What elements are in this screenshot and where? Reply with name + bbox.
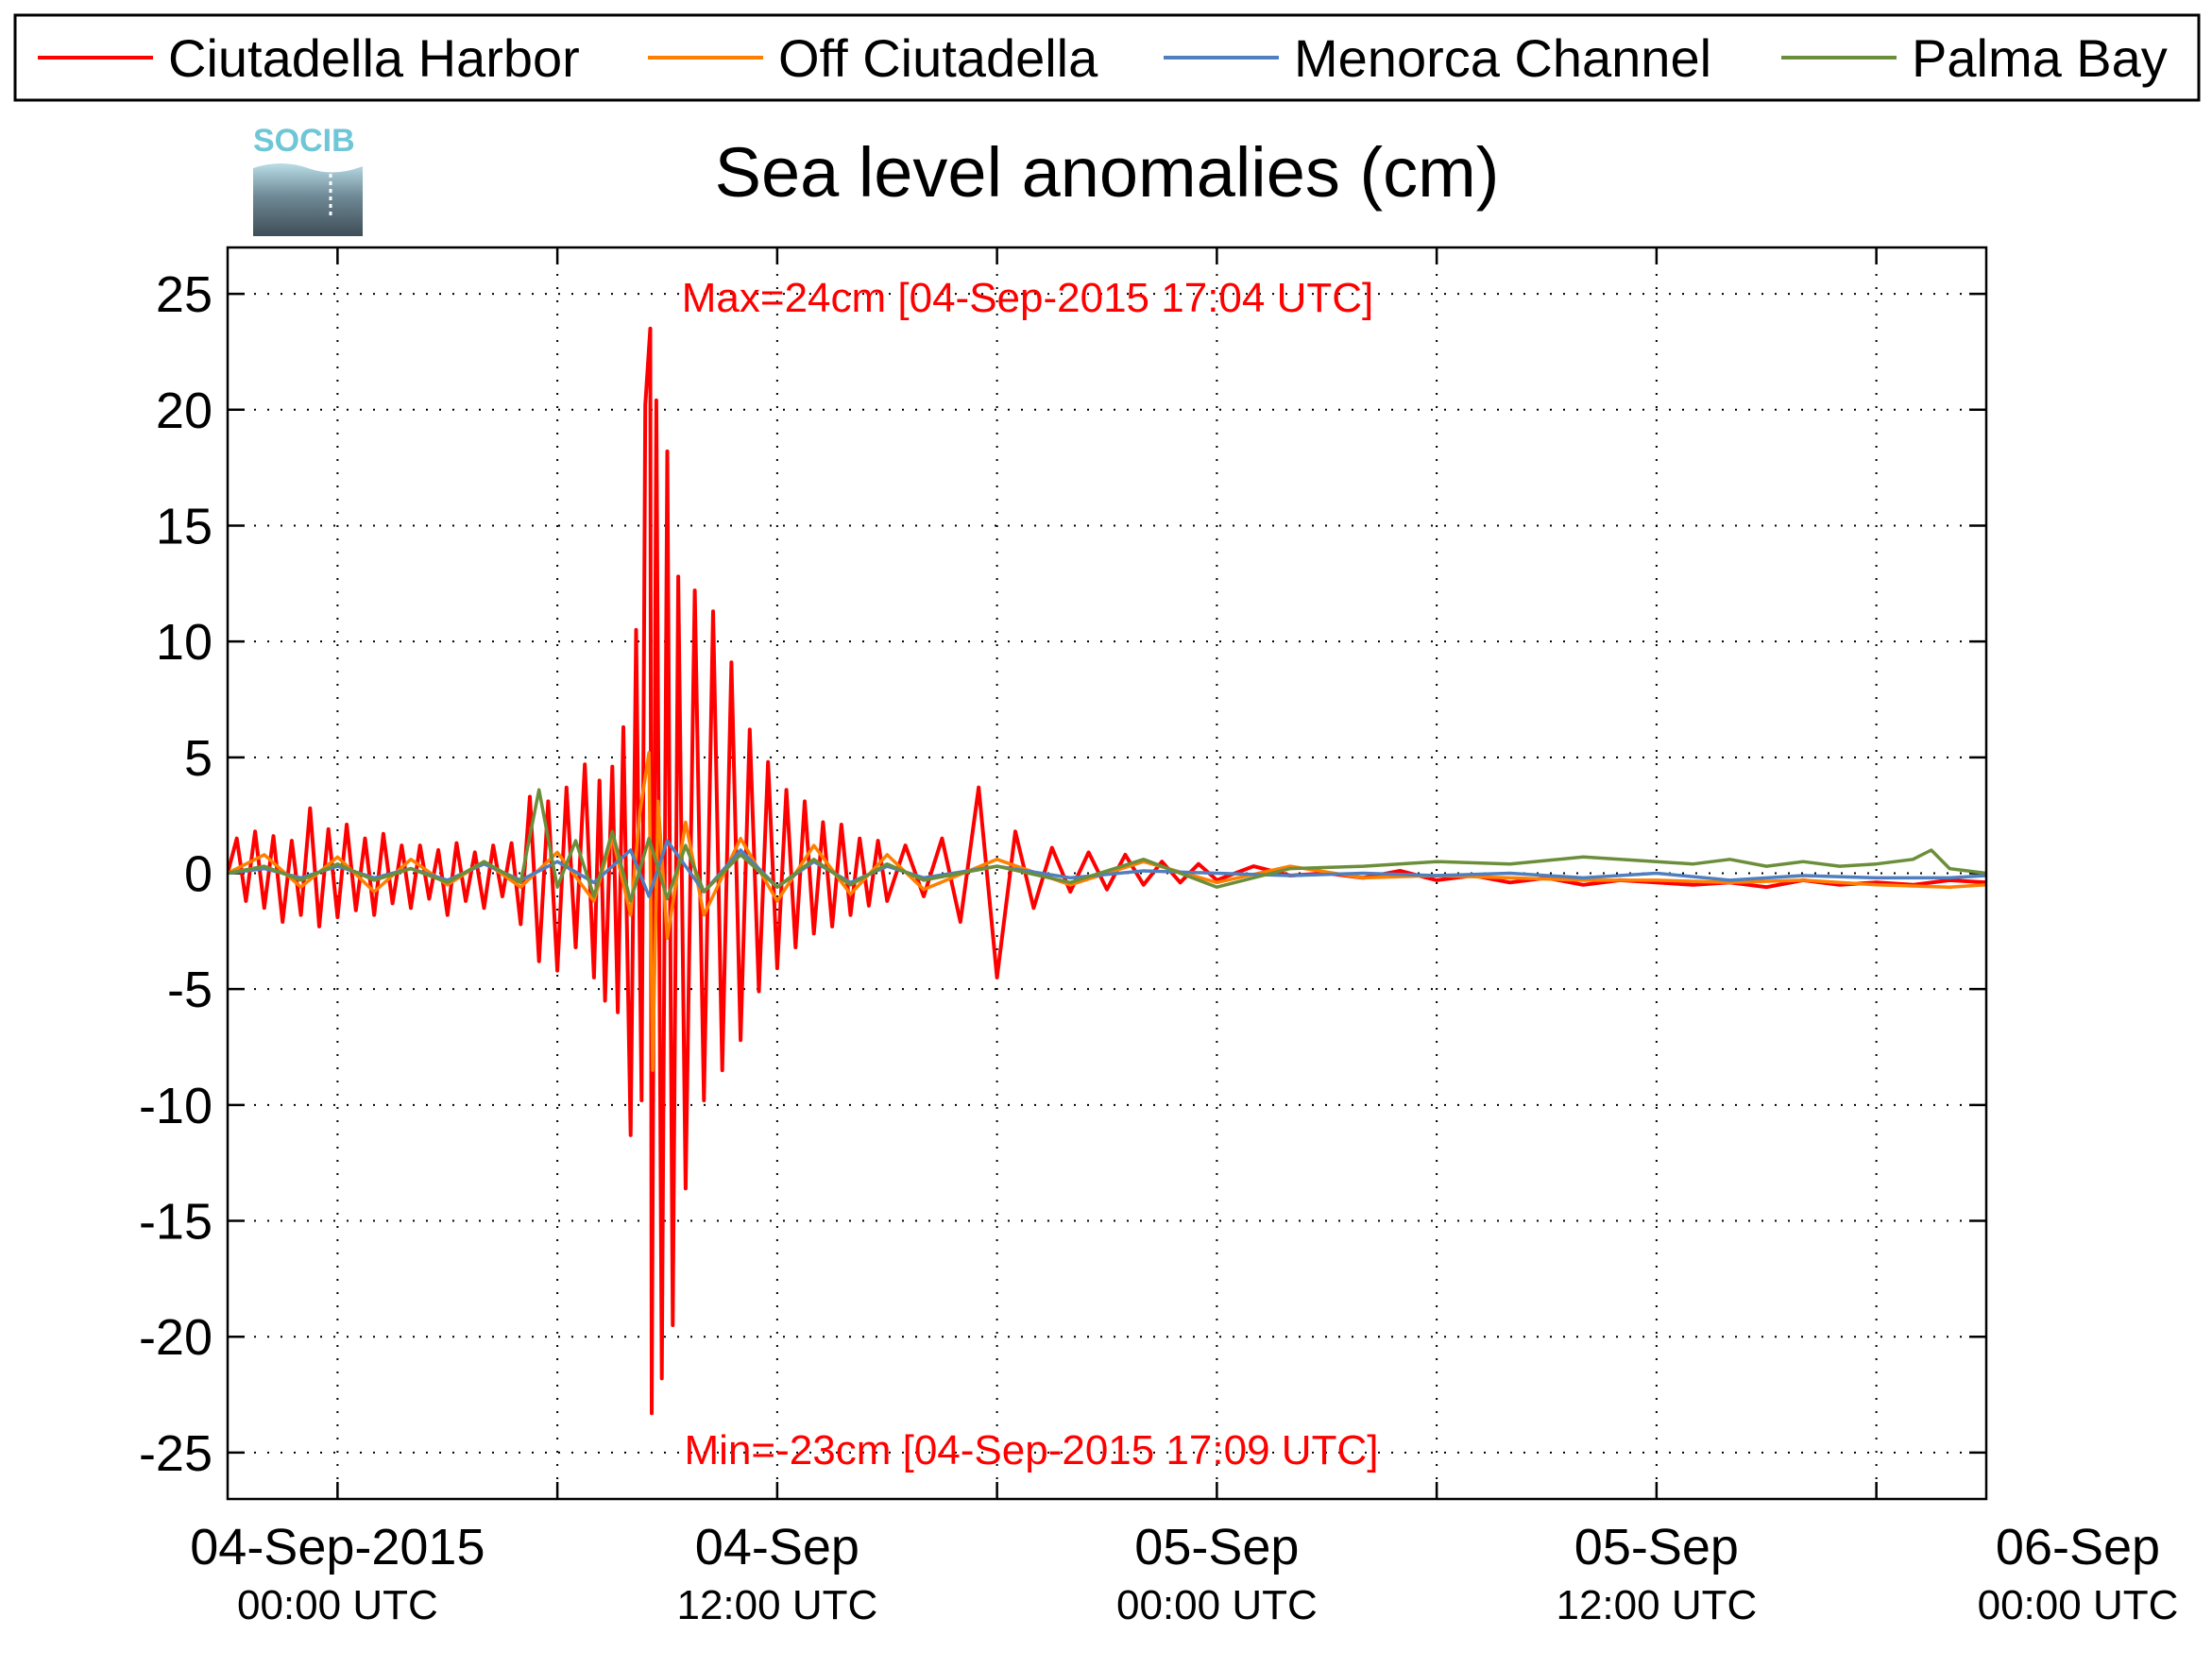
x-tick-label-time: 00:00 UTC xyxy=(1116,1582,1318,1628)
y-tick-label: 5 xyxy=(184,730,213,787)
x-tick-label-date: 04-Sep-2015 xyxy=(190,1519,485,1575)
x-tick-labels: 04-Sep-2015 00:00 UTC 04-Sep 12:00 UTC 05-Se… xyxy=(190,1519,2178,1628)
socib-logo-icon: SOCIB xyxy=(253,123,363,236)
legend-item-off-ciutadella: Off Ciutadella xyxy=(648,28,1098,88)
legend-label-palma-bay: Palma Bay xyxy=(1912,28,2168,88)
x-tick-label-time: 12:00 UTC xyxy=(1556,1582,1757,1628)
x-tick-label-date: 06-Sep xyxy=(1996,1519,2160,1575)
legend-item-palma-bay: Palma Bay xyxy=(1781,28,2168,88)
logo-wave xyxy=(253,163,363,236)
legend-item-ciutadella-harbor: Ciutadella Harbor xyxy=(38,28,580,88)
y-tick-label: -25 xyxy=(139,1425,213,1482)
y-tick-label: 10 xyxy=(156,614,213,671)
x-tick-label-date: 05-Sep xyxy=(1134,1519,1299,1575)
y-tick-label: -10 xyxy=(139,1078,213,1134)
y-tick-label: 0 xyxy=(184,846,213,903)
min-annotation: Min=-23cm [04-Sep-2015 17:09 UTC] xyxy=(685,1427,1379,1473)
legend-label-menorca-channel: Menorca Channel xyxy=(1294,28,1711,88)
x-tick-label-date: 04-Sep xyxy=(695,1519,859,1575)
y-tick-label: -5 xyxy=(167,962,213,1018)
ticks xyxy=(228,247,1986,1499)
logo-text: SOCIB xyxy=(253,123,355,159)
x-tick-label-time: 00:00 UTC xyxy=(237,1582,438,1628)
x-tick-label-time: 00:00 UTC xyxy=(1978,1582,2179,1628)
y-tick-label: 20 xyxy=(156,383,213,439)
chart-title: Sea level anomalies (cm) xyxy=(715,133,1500,212)
plot-frame xyxy=(226,246,1988,1501)
y-tick-labels: 25 20 15 10 5 0 -5 -10 -15 -20 -25 xyxy=(139,266,213,1482)
legend-label-off-ciutadella: Off Ciutadella xyxy=(778,28,1098,88)
series-layer xyxy=(228,326,1986,1416)
series-line-ciutadella-harbor xyxy=(228,326,1986,1416)
x-tick-label-time: 12:00 UTC xyxy=(676,1582,877,1628)
legend: Ciutadella Harbor Off Ciutadella Menorca… xyxy=(13,13,2201,102)
legend-item-menorca-channel: Menorca Channel xyxy=(1164,28,1711,88)
x-tick-label-date: 05-Sep xyxy=(1574,1519,1739,1575)
y-tick-label: -20 xyxy=(139,1309,213,1366)
legend-label-ciutadella-harbor: Ciutadella Harbor xyxy=(168,28,580,88)
max-annotation: Max=24cm [04-Sep-2015 17:04 UTC] xyxy=(682,275,1374,321)
y-tick-label: -15 xyxy=(139,1194,213,1251)
y-tick-label: 25 xyxy=(156,266,213,323)
series-line-off-ciutadella xyxy=(228,751,1986,1072)
y-tick-label: 15 xyxy=(156,498,213,554)
series-line-palma-bay xyxy=(228,788,1986,903)
